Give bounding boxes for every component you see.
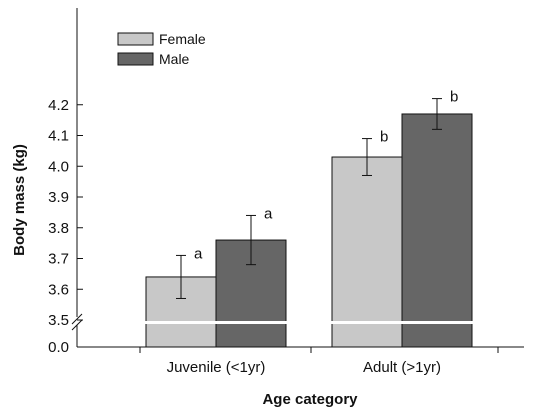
- significance-label: a: [194, 245, 203, 262]
- axis-break-mark: [71, 319, 83, 331]
- y-tick-label: 4.1: [48, 128, 69, 145]
- y-tick-label: 3.8: [48, 220, 69, 237]
- significance-label: a: [264, 205, 273, 222]
- significance-label: b: [450, 89, 458, 106]
- x-axis-title: Age category: [262, 391, 358, 408]
- y-tick-label-zero: 0.0: [48, 339, 69, 356]
- bar-female-1: [331, 156, 403, 348]
- y-tick-label: 4.0: [48, 158, 69, 175]
- labels-layer: a b a b 3.5 3.6 3.7 3.8 3.9 4.0 4.1 4.2 0.0 Juvenile …: [48, 89, 458, 376]
- y-tick-label: 3.9: [48, 189, 69, 206]
- y-axis-title: Body mass (kg): [11, 144, 28, 256]
- y-tick-label: 3.6: [48, 281, 69, 298]
- legend-swatch-female: [117, 32, 154, 46]
- axis-break-mark: [71, 313, 83, 325]
- axis-break-band: [75, 321, 526, 324]
- bars-layer: [145, 98, 473, 348]
- legend-swatch-male: [117, 52, 154, 66]
- x-tick-label: Juvenile (<1yr): [167, 359, 266, 376]
- y-tick-label: 4.2: [48, 97, 69, 114]
- x-tick-label: Adult (>1yr): [363, 359, 441, 376]
- y-tick-label: 3.5: [48, 312, 69, 329]
- bar-male-1: [401, 113, 473, 348]
- legend: Female Male: [117, 31, 206, 67]
- axes-layer: [71, 8, 526, 353]
- y-tick-label: 3.7: [48, 251, 69, 268]
- legend-label-male: Male: [159, 51, 190, 67]
- legend-label-female: Female: [159, 31, 206, 47]
- significance-label: b: [380, 129, 388, 146]
